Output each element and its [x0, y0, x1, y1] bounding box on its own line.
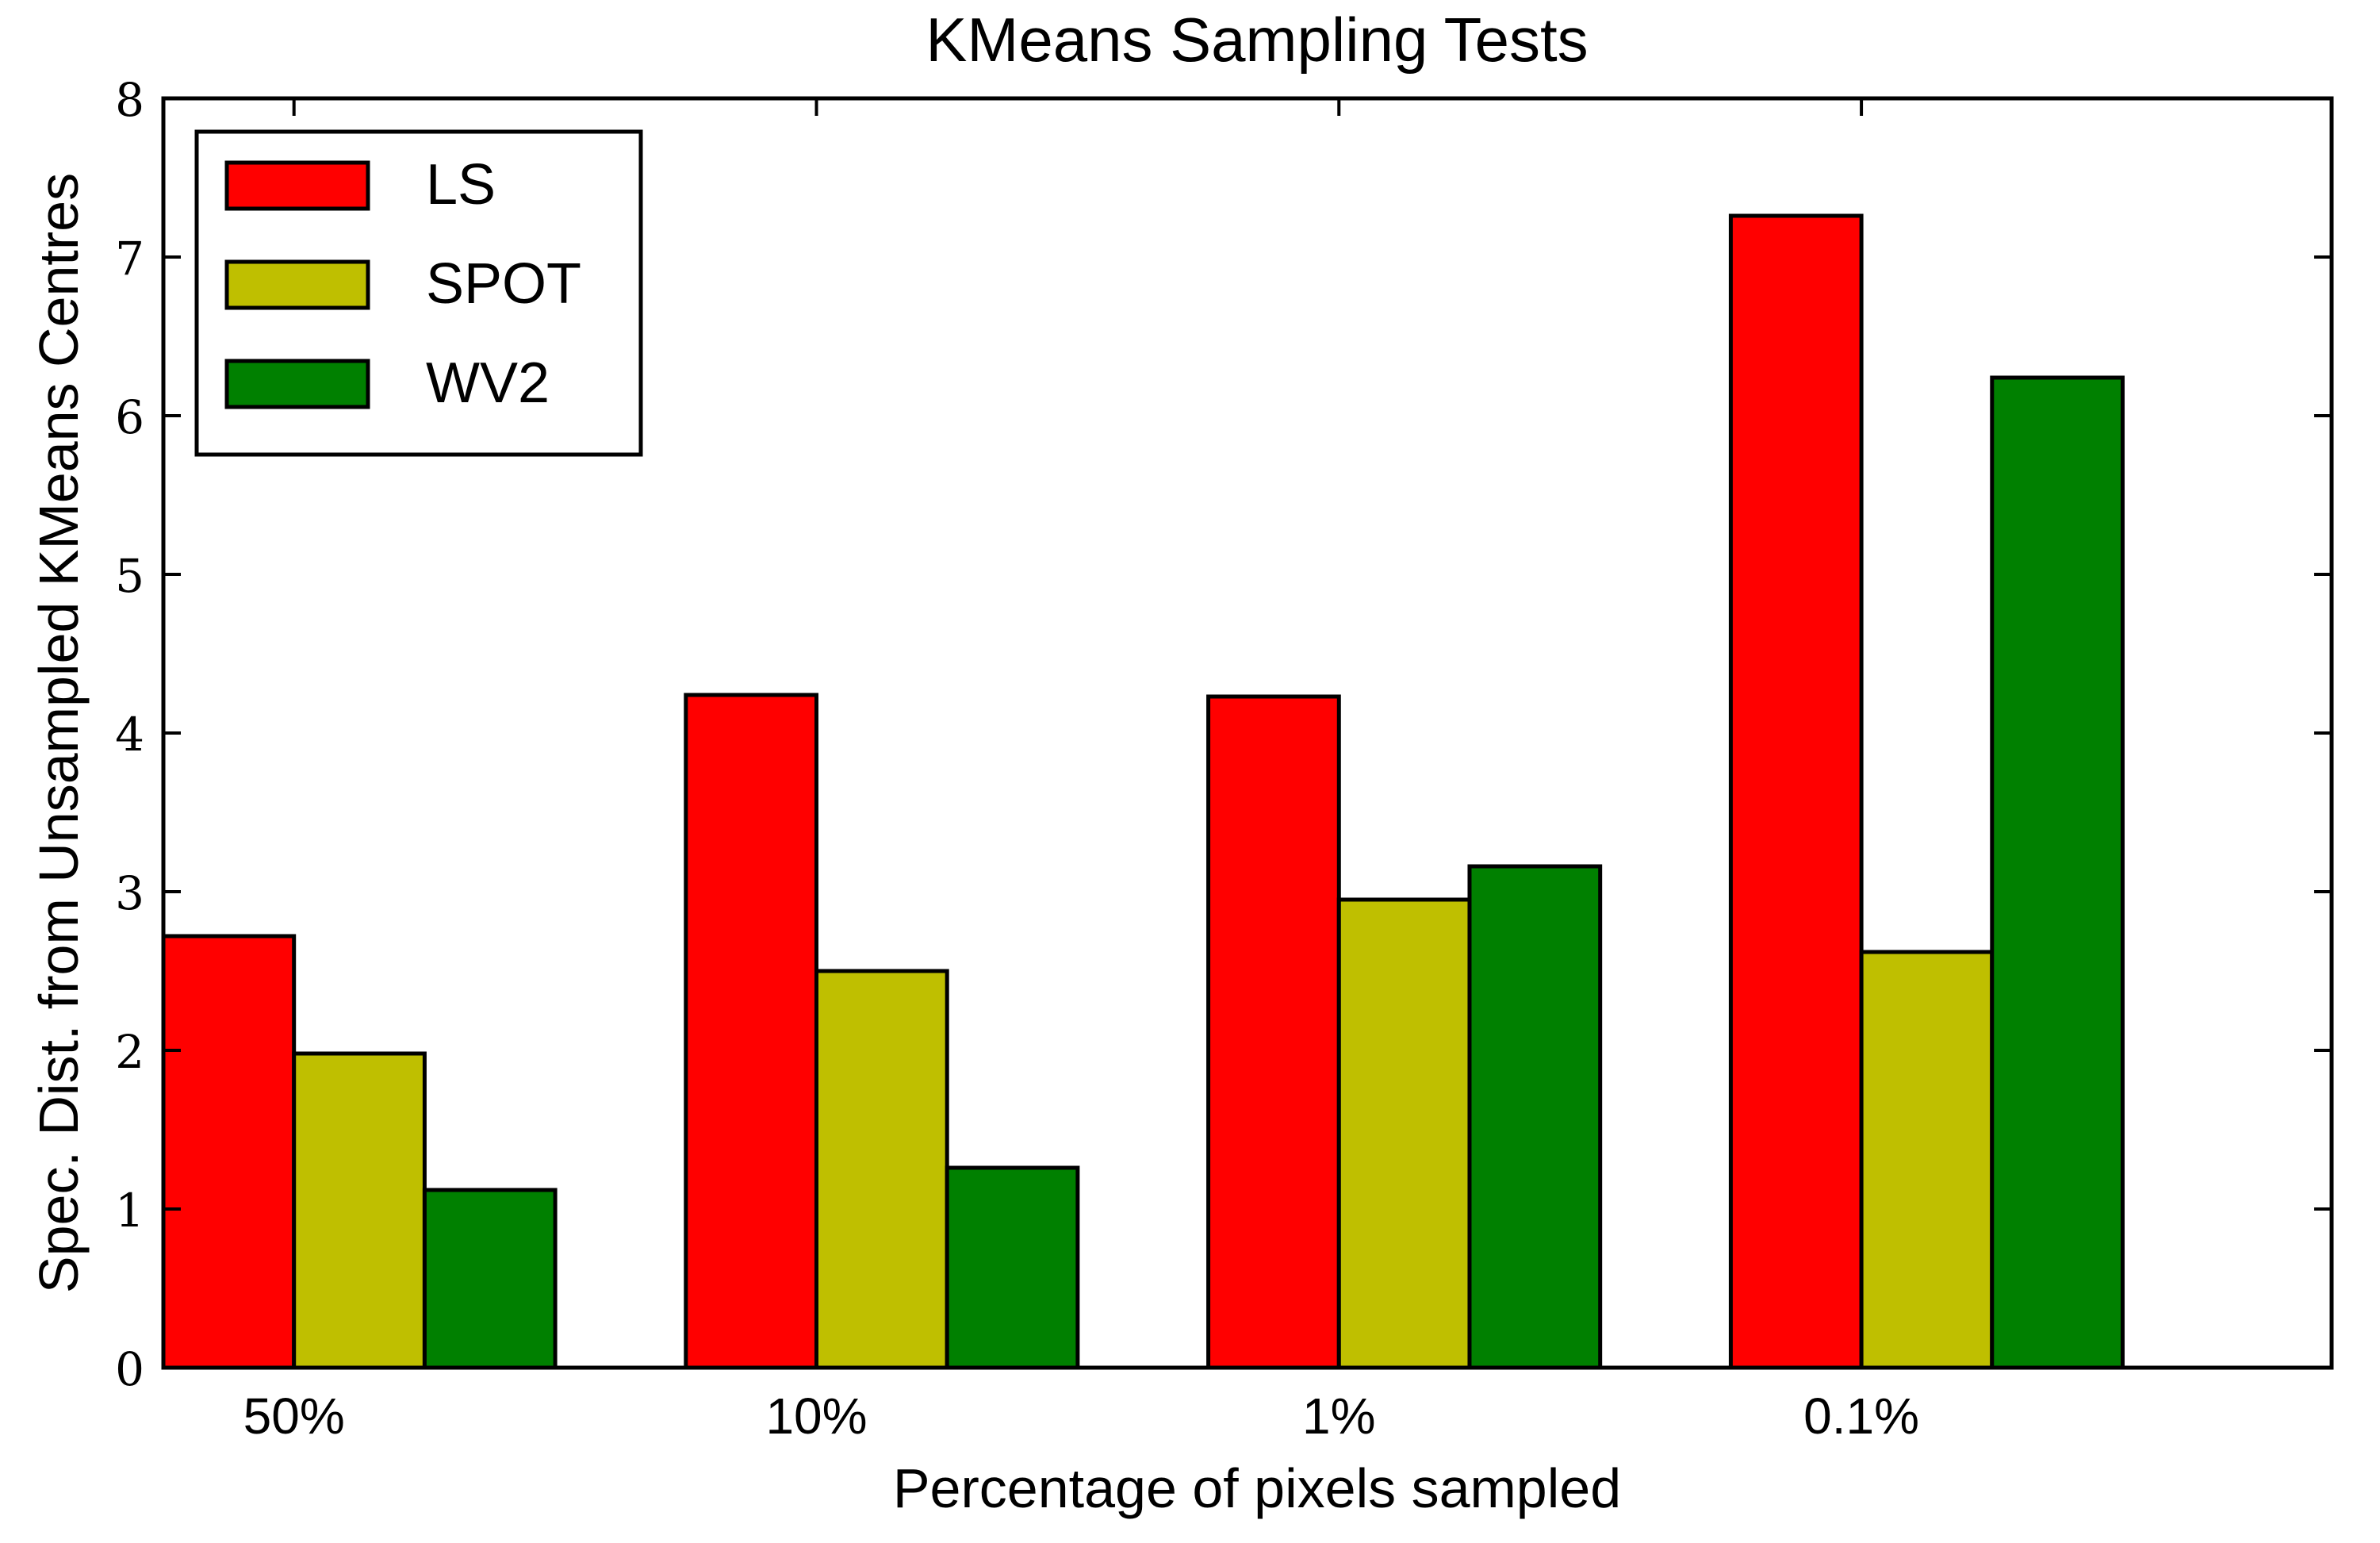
bar-ls-10pct	[684, 693, 818, 1370]
x-tick-labels: 50% 10% 1% 0.1%	[243, 1388, 1919, 1445]
bar-spot-50pct	[292, 1051, 427, 1370]
y-tick-label: 3	[115, 866, 144, 920]
y-tick-label: 6	[115, 390, 144, 444]
x-tick-label: 0.1%	[1803, 1388, 1919, 1445]
x-tick-label: 50%	[243, 1388, 345, 1445]
ticks-layer	[163, 98, 2332, 1368]
chart-title: KMeans Sampling Tests	[926, 5, 1588, 75]
y-tick-label: 7	[115, 232, 144, 286]
legend-label-spot: SPOT	[426, 252, 581, 316]
plot-frame	[161, 96, 2334, 1370]
y-tick-label: 4	[115, 708, 144, 762]
y-tick-label: 1	[115, 1184, 144, 1238]
y-tick-label: 8	[115, 73, 144, 127]
bar-wv2-1pct	[1467, 864, 1603, 1370]
bar-wv2-10pct	[945, 1165, 1080, 1370]
y-tick-label: 2	[115, 1025, 144, 1079]
x-tick-label: 1%	[1302, 1388, 1376, 1445]
bar-spot-1pct	[1336, 897, 1472, 1370]
y-axis-label: Spec. Dist. from Unsampled KMeans Centre…	[28, 173, 90, 1293]
y-tick-label: 0	[115, 1342, 144, 1396]
bar-spot-10pct	[814, 969, 949, 1370]
bar-spot-0-1pct	[1859, 950, 1995, 1370]
legend-swatch-ls	[224, 160, 370, 211]
y-tick-labels: 0 1 2 3 4 5 6 7 8	[115, 73, 144, 1396]
x-axis-label: Percentage of pixels sampled	[893, 1457, 1621, 1519]
bar-ls-1pct	[1206, 694, 1341, 1370]
bar-ls-50pct	[161, 934, 297, 1370]
y-tick-label: 5	[115, 549, 144, 603]
bar-ls-0-1pct	[1728, 213, 1864, 1370]
legend-swatch-wv2	[224, 359, 370, 409]
x-tick-label: 10%	[765, 1388, 867, 1445]
legend-swatch-spot	[224, 259, 370, 310]
bars-layer	[161, 213, 2125, 1370]
legend: LS SPOT WV2	[194, 129, 643, 457]
legend-entries: LS SPOT WV2	[224, 153, 581, 415]
legend-label-wv2: WV2	[426, 351, 550, 415]
bar-wv2-0-1pct	[1990, 375, 2125, 1370]
legend-label-ls: LS	[426, 153, 496, 217]
bar-wv2-50pct	[422, 1188, 558, 1370]
